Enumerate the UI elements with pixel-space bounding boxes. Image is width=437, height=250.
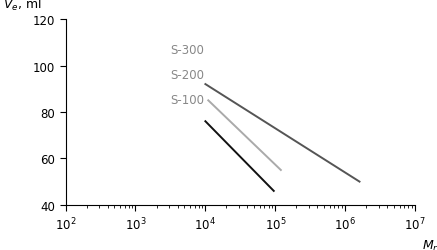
Text: S-200: S-200 (170, 69, 205, 82)
Text: S-300: S-300 (170, 44, 205, 57)
Text: S-100: S-100 (170, 94, 205, 107)
Text: $M_r$: $M_r$ (422, 238, 437, 250)
Text: $V_e$, ml: $V_e$, ml (3, 0, 42, 12)
